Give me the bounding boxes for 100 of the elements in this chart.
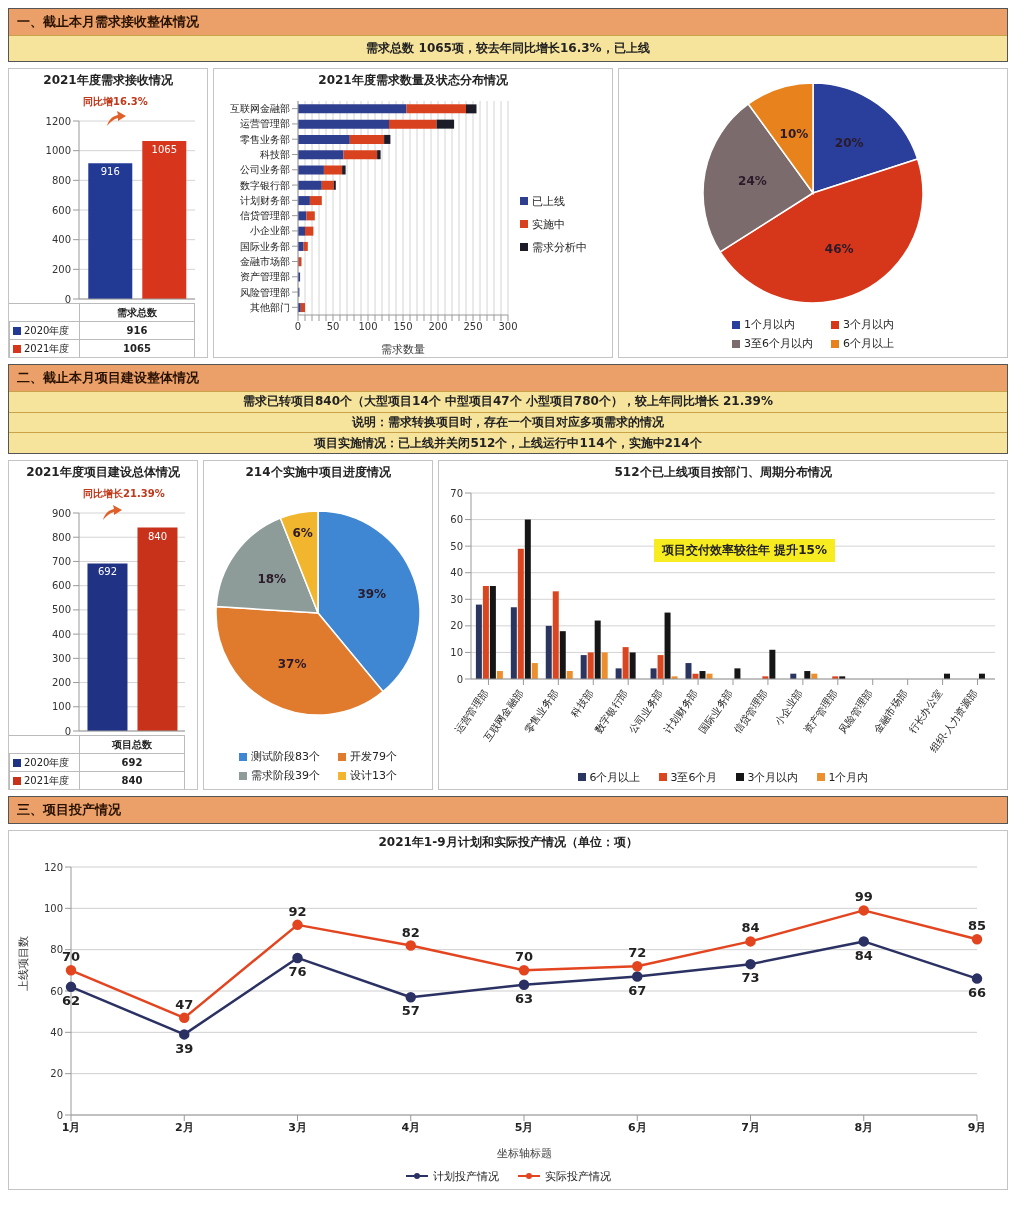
x-tick-label: 零售业务部: [522, 687, 560, 736]
chart-title: 512个已上线项目按部门、周期分布情况: [614, 465, 832, 479]
y-tick-label: 1200: [45, 115, 71, 127]
x-axis-title: 需求数量: [381, 343, 425, 356]
y-tick-label: 计划财务部: [240, 194, 290, 206]
x-tick-label: 0: [294, 321, 302, 333]
text: 需求总数 1065项，较去年同比增长16.3%，已上线: [366, 40, 650, 57]
data-label: 916: [100, 166, 120, 178]
legend-label: 开发79个: [350, 749, 397, 764]
x-tick-label: 2月: [174, 1120, 194, 1134]
text: 692: [121, 757, 143, 768]
data-label: 99: [854, 889, 873, 905]
legend-label: 2020年度: [24, 755, 70, 770]
legend-label: 2021年度: [24, 341, 70, 356]
y-tick-label: 500: [51, 604, 71, 616]
chart-title: 2021年1-9月计划和实际投产情况（单位：项）: [378, 835, 638, 849]
legend-label: 6个月以上: [843, 336, 894, 351]
legend-label: 计划投产情况: [433, 1168, 499, 1184]
y-tick-label: 零售业务部: [240, 133, 290, 145]
x-tick-label: 200: [428, 321, 448, 333]
y-tick-label: 其他部门: [250, 301, 290, 313]
y-tick-label: 公司业务部: [240, 164, 290, 176]
x-tick-label: 8月: [854, 1120, 874, 1134]
legend-label: 需求分析中: [532, 239, 587, 255]
data-label: 84: [854, 947, 873, 963]
data-label: 37%: [277, 656, 307, 671]
x-tick-label: 需求总数: [79, 303, 195, 321]
legend-label: 3个月以内: [843, 317, 894, 332]
x-tick-label: 6月: [627, 1120, 647, 1134]
y-tick-label: 科技部: [260, 149, 290, 161]
chart-title: 214个实施中项目进度情况: [245, 465, 391, 479]
x-tick-label: 5月: [514, 1120, 534, 1134]
y-tick-label: 60: [50, 985, 63, 997]
y-tick-label: 0: [456, 673, 463, 685]
legend-label: 2020年度: [24, 323, 70, 338]
x-tick-label: 250: [463, 321, 483, 333]
data-label: 1065: [151, 144, 178, 156]
text: 840: [121, 775, 143, 786]
data-label: 20%: [834, 136, 864, 151]
legend-label: 设计13个: [350, 768, 397, 783]
legend-label: 测试阶段83个: [251, 749, 320, 764]
x-axis-title: 坐标轴标题: [496, 1147, 552, 1160]
legend-label: 6个月以上: [589, 769, 641, 785]
y-tick-label: 800: [51, 531, 71, 543]
data-label: 57: [401, 1003, 420, 1019]
text: 同比增16.3%: [83, 96, 148, 107]
text: 1065: [123, 343, 151, 354]
legend-label: 3个月以内: [747, 769, 799, 785]
text: 三、项目投产情况: [17, 802, 121, 817]
y-tick-label: 国际业务部: [240, 240, 290, 252]
chart-title: 2021年度项目建设总体情况: [26, 465, 180, 479]
y-tick-label: 运营管理部: [240, 118, 290, 130]
x-tick-label: 1月: [61, 1120, 81, 1134]
data-label: 72: [628, 945, 647, 961]
legend-label: 3至6个月: [670, 769, 718, 785]
y-tick-label: 20: [450, 620, 463, 632]
data-label: 840: [147, 530, 168, 542]
y-tick-label: 600: [51, 580, 71, 592]
text: 916: [126, 325, 148, 336]
text: 项目实施情况：已上线并关闭512个，上线运行中114个，实施中214个: [314, 434, 702, 452]
y-tick-label: 100: [43, 902, 63, 914]
data-label: 73: [741, 970, 760, 986]
legend-label: 3至6个月以内: [744, 336, 813, 351]
y-tick-label: 900: [51, 507, 71, 519]
y-tick-label: 0: [64, 293, 71, 305]
data-label: 66: [967, 984, 987, 1000]
data-label: 47: [175, 996, 194, 1012]
y-tick-label: 200: [51, 263, 71, 275]
y-tick-label: 0: [56, 1109, 63, 1121]
y-tick-label: 800: [51, 174, 71, 186]
y-tick-label: 400: [51, 234, 71, 246]
legend-label: 实施中: [532, 216, 565, 232]
y-tick-label: 小企业部: [250, 225, 290, 237]
data-label: 46%: [824, 241, 854, 256]
chart-title: 2021年度需求接收情况: [43, 73, 173, 87]
y-tick-label: 300: [51, 652, 71, 664]
x-tick-label: 150: [393, 321, 413, 333]
text: 需求已转项目840个（大型项目14个 中型项目47个 小型项目780个），较上年同比增长 21.39%: [242, 393, 773, 411]
y-tick-label: 50: [450, 540, 463, 552]
y-tick-label: 120: [43, 861, 63, 873]
y-tick-label: 1000: [45, 145, 71, 157]
legend-label: 已上线: [532, 193, 565, 209]
data-label: 39: [175, 1040, 194, 1056]
y-tick-label: 信贷管理部: [240, 210, 290, 222]
data-label: 84: [741, 920, 760, 936]
legend-label: 1个月以内: [744, 317, 795, 332]
data-label: 70: [514, 949, 534, 965]
y-tick-label: 60: [450, 514, 463, 526]
y-tick-label: 40: [450, 567, 463, 579]
x-tick-label: 科技部: [568, 687, 595, 719]
text: 说明：需求转换项目时，存在一个项目对应多项需求的情况: [352, 414, 664, 431]
y-tick-label: 10: [450, 646, 463, 658]
x-tick-label: 项目总数: [79, 735, 185, 753]
data-label: 92: [288, 903, 307, 919]
chart-title: 2021年度需求数量及状态分布情况: [318, 73, 508, 87]
x-tick-label: 3月: [288, 1120, 307, 1134]
legend-label: 实际投产情况: [545, 1168, 611, 1184]
y-tick-label: 数字银行部: [240, 179, 290, 191]
text: 同比增长21.39%: [83, 488, 165, 499]
x-tick-label: 300: [498, 321, 518, 333]
